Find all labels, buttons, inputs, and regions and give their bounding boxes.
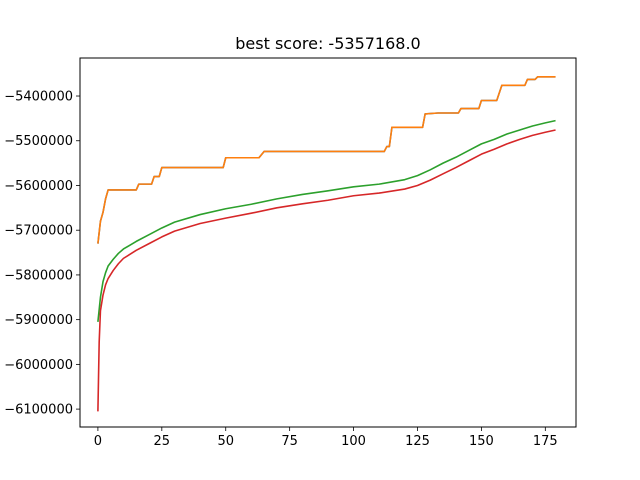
plot-frame [79, 57, 577, 428]
x-tick-label: 0 [94, 434, 102, 449]
chart-title: best score: -5357168.0 [235, 34, 420, 53]
x-tick-label: 175 [533, 434, 558, 449]
series-line-3 [97, 129, 556, 412]
y-tick-label: −6100000 [4, 403, 73, 418]
x-tick-label: 100 [341, 434, 366, 449]
x-tick-label: 75 [281, 434, 298, 449]
y-tick-label: −5400000 [4, 90, 73, 105]
y-tick-label: −5800000 [4, 268, 73, 283]
series-line-0 [97, 76, 556, 244]
y-tick-label: −6000000 [4, 358, 73, 373]
y-tick-label: −5900000 [4, 313, 73, 328]
series-layer [97, 76, 556, 412]
tick-layer: 0 25 50 75 100 125 150 175 −6100000 −6000000 −5900… [4, 90, 558, 449]
x-tick-label: 150 [469, 434, 494, 449]
series-line-1 [97, 76, 556, 244]
x-tick-label: 25 [154, 434, 171, 449]
x-tick-label: 125 [405, 434, 430, 449]
y-tick-label: −5700000 [4, 224, 73, 239]
y-tick-label: −5600000 [4, 179, 73, 194]
y-tick-label: −5500000 [4, 134, 73, 149]
series-line-2 [97, 119, 556, 322]
x-tick-label: 50 [217, 434, 234, 449]
